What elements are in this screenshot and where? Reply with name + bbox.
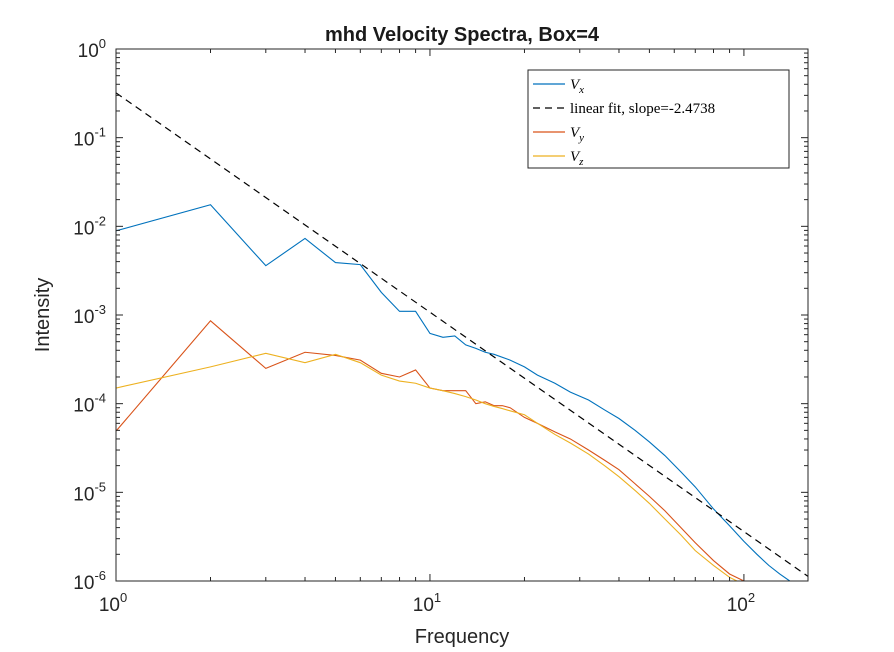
legend-entry: Vz — [570, 149, 584, 168]
y-axis-label: Intensity — [32, 278, 54, 352]
legend-box — [527, 69, 790, 169]
legend-entry: Vy — [570, 125, 584, 144]
x-tick-label: 102 — [727, 590, 755, 616]
y-tick-label: 10-6 — [73, 568, 106, 594]
series-line-linear-fit — [116, 92, 808, 577]
x-tick-label: 101 — [413, 590, 441, 616]
y-tick-label: 10-4 — [73, 391, 106, 417]
x-axis-label: Frequency — [415, 626, 510, 648]
legend-entry: Vx — [570, 77, 584, 96]
chart-title: mhd Velocity Spectra, Box=4 — [325, 24, 600, 46]
series-line-vx — [116, 204, 800, 581]
legend-entry: linear fit, slope=-2.4738 — [570, 101, 715, 117]
y-tick-label: 10-5 — [73, 479, 106, 505]
y-tick-label: 10-2 — [73, 213, 106, 239]
series-line-vy — [116, 320, 745, 581]
y-tick-label: 10-1 — [73, 125, 106, 151]
x-tick-label: 100 — [99, 590, 127, 616]
legend: Vx linear fit, slope=-2.4738 Vy Vz — [527, 69, 790, 169]
y-tick-label: 10-3 — [73, 302, 106, 328]
y-tick-label: 100 — [78, 36, 106, 62]
series-line-vz — [116, 352, 738, 581]
